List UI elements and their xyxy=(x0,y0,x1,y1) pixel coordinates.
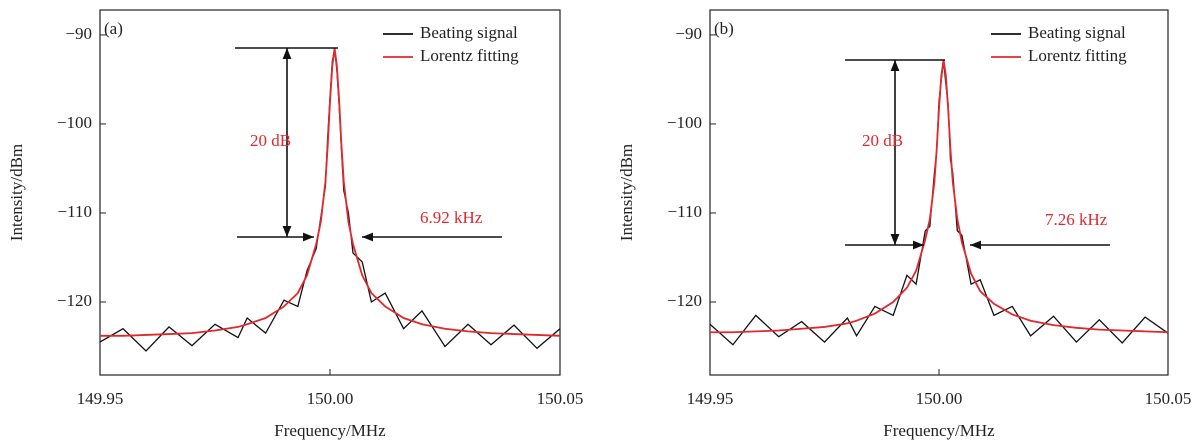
data-line xyxy=(100,48,560,337)
x-tick-label: 149.95 xyxy=(77,389,124,408)
x-tick-label: 150.00 xyxy=(307,389,354,408)
y-tick-label: −120 xyxy=(57,291,92,310)
panel-label: (a) xyxy=(104,19,123,38)
linewidth-annotation: 7.26 kHz xyxy=(1045,210,1108,229)
x-axis-label: Frequency/MHz xyxy=(883,421,995,440)
legend-label: Beating signal xyxy=(1028,23,1126,42)
x-tick-label: 150.00 xyxy=(916,389,963,408)
depth-annotation: 20 dB xyxy=(862,131,903,150)
y-tick-label: −100 xyxy=(57,113,92,132)
y-tick-label: −90 xyxy=(65,24,92,43)
x-axis-label: Frequency/MHz xyxy=(274,421,386,440)
legend-label: Lorentz fitting xyxy=(420,46,519,65)
x-tick-label: 150.05 xyxy=(537,389,584,408)
x-tick-label: 149.95 xyxy=(687,389,734,408)
panel-label: (b) xyxy=(714,19,734,38)
y-tick-label: −110 xyxy=(668,202,702,221)
x-tick-label: 150.05 xyxy=(1145,389,1192,408)
y-axis-label: Intensity/dBm xyxy=(7,144,26,241)
y-tick-label: −100 xyxy=(667,113,702,132)
y-tick-label: −120 xyxy=(667,291,702,310)
legend-label: Lorentz fitting xyxy=(1028,46,1127,65)
y-tick-label: −90 xyxy=(675,24,702,43)
data-line xyxy=(710,59,1168,334)
linewidth-annotation: 6.92 kHz xyxy=(420,208,483,227)
y-tick-label: −110 xyxy=(58,202,92,221)
depth-annotation: 20 dB xyxy=(250,131,291,150)
y-axis-label: Intensity/dBm xyxy=(617,144,636,241)
legend-label: Beating signal xyxy=(420,23,518,42)
